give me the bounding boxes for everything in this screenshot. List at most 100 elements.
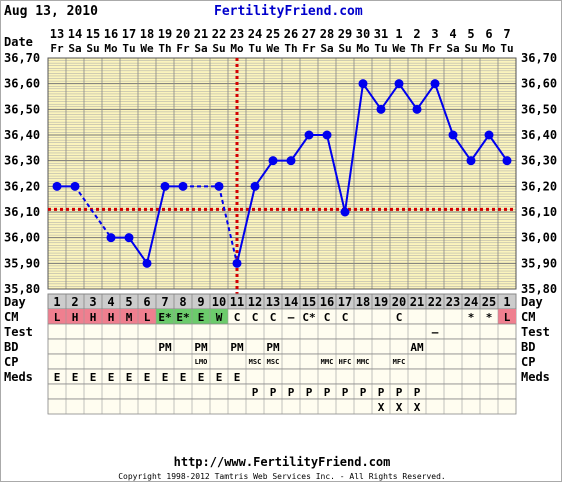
y-tick-label-left: 35,80 (4, 282, 40, 296)
cycle-day-label: 10 (212, 295, 226, 309)
date-tick-label: 6 (485, 27, 492, 41)
temperature-series-lines (57, 83, 508, 264)
site-name: FertilityFriend.com (214, 4, 363, 19)
weekday-tick-label: Fr (302, 42, 316, 55)
weekday-tick-label: Tu (122, 42, 135, 55)
temperature-point (268, 156, 278, 166)
y-tick-label-left: 36,40 (4, 128, 40, 142)
temperature-point (52, 181, 62, 191)
cycle-day-label: 18 (356, 295, 370, 309)
observation-cell-text: E (198, 371, 205, 384)
observation-cell-text: L (144, 311, 151, 324)
temperature-line-segment (218, 186, 238, 264)
weekday-tick-label: Tu (500, 42, 513, 55)
observation-cell-text: P (252, 386, 259, 399)
date-tick-label: 31 (374, 27, 388, 41)
weekday-tick-label: We (266, 42, 280, 55)
cycle-day-label: 5 (125, 295, 132, 309)
temperature-point (160, 181, 170, 191)
observation-cell-text: P (360, 386, 367, 399)
observation-cell-text: L (504, 311, 511, 324)
temperature-line-segment (146, 186, 166, 264)
cycle-day-label: 21 (410, 295, 424, 309)
cycle-day-label: 25 (482, 295, 496, 309)
temperature-point (448, 130, 458, 140)
footer-url[interactable]: http://www.FertilityFriend.com (173, 455, 391, 469)
observation-cell-text: MFC (393, 358, 406, 366)
weekday-tick-label: Fr (50, 42, 64, 55)
date-tick-label: 15 (86, 27, 100, 41)
temperature-point (214, 181, 224, 191)
observation-cell-text: M (126, 311, 133, 324)
observation-cell-text: E (90, 371, 97, 384)
date-tick-label: 2 (413, 27, 420, 41)
observation-cell-text: E (54, 371, 61, 384)
date-tick-label: 26 (284, 27, 298, 41)
temperature-line-segment (452, 134, 472, 162)
observation-cell-text: H (90, 311, 97, 324)
observation-cell-text: P (396, 386, 403, 399)
weekday-tick-label: Su (212, 42, 225, 55)
weekday-tick-label: Su (464, 42, 477, 55)
observation-cell-fill (102, 309, 120, 324)
row-label-left: CP (4, 355, 18, 369)
weekday-tick-label: Mo (230, 42, 244, 55)
observation-cell-fill (66, 309, 84, 324)
temperature-line-segment (74, 185, 112, 239)
temperature-point (250, 181, 260, 191)
temperature-point (232, 258, 242, 268)
temperature-line-segment (470, 134, 490, 162)
observation-cell-fill (138, 309, 156, 324)
observation-cell-text: C* (302, 311, 315, 324)
observation-cell-text: P (324, 386, 331, 399)
weekday-tick-label: We (392, 42, 406, 55)
temperature-point (466, 156, 476, 166)
observation-cell-text: L (54, 311, 61, 324)
cycle-day-label: 20 (392, 295, 406, 309)
y-tick-label-right: 35,80 (521, 282, 557, 296)
observation-cell-text: C (396, 311, 403, 324)
observation-cell-text: C (234, 311, 241, 324)
y-tick-label-left: 36,10 (4, 205, 40, 219)
date-tick-label: 25 (266, 27, 280, 41)
observation-cell-text: P (306, 386, 313, 399)
observation-cell-text: * (486, 311, 493, 324)
observation-cell-text: C (252, 311, 259, 324)
date-tick-label: 18 (140, 27, 154, 41)
observation-cell-fill (192, 309, 210, 324)
cycle-day-label: 3 (89, 295, 96, 309)
y-tick-label-right: 35,90 (521, 256, 557, 270)
cycle-day-label: 24 (464, 295, 478, 309)
cycle-day-label: 23 (446, 295, 460, 309)
temperature-line-segment (434, 83, 454, 136)
y-tick-label-right: 36,00 (521, 231, 557, 245)
weekday-tick-label: Sa (194, 42, 207, 55)
date-tick-label: 22 (212, 27, 226, 41)
weekday-tick-label: Mo (356, 42, 370, 55)
temperature-line-segment (380, 83, 400, 110)
observation-cell-text: MSC (267, 358, 280, 366)
row-label-right: CM (521, 310, 535, 324)
date-tick-label: 20 (176, 27, 190, 41)
temperature-line-segment (344, 83, 364, 213)
y-tick-label-right: 36,40 (521, 128, 557, 142)
row-label-left: Meds (4, 370, 33, 384)
date-tick-label: 21 (194, 27, 208, 41)
weekday-tick-label: Sa (68, 42, 81, 55)
y-tick-label-right: 36,30 (521, 154, 557, 168)
cycle-day-label: 1 (53, 295, 60, 309)
date-axis-label: Date (4, 35, 33, 49)
date-tick-label: 19 (158, 27, 172, 41)
observation-cell-text: C (342, 311, 349, 324)
observation-cell-text: H (108, 311, 115, 324)
row-label-right: Test (521, 325, 550, 339)
observation-cell-text: E (234, 371, 241, 384)
date-tick-label: 14 (68, 27, 82, 41)
observation-cell-text: E (126, 371, 133, 384)
cycle-day-label: 8 (179, 295, 186, 309)
temperature-point (358, 79, 368, 89)
observation-cell-text: P (414, 386, 421, 399)
date-tick-label: 16 (104, 27, 118, 41)
